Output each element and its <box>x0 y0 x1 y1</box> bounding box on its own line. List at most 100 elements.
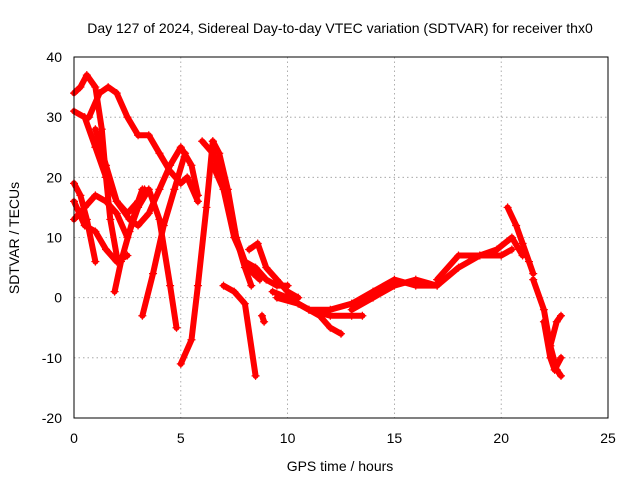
data-point <box>155 185 164 194</box>
data-point <box>492 245 501 254</box>
data-point <box>546 341 555 350</box>
data-point <box>240 299 249 308</box>
data-point <box>110 287 119 296</box>
data-point <box>166 281 175 290</box>
data-point <box>202 203 211 212</box>
series-arc-21 <box>433 233 527 284</box>
y-axis-title: SDTVAR / TECUs <box>6 182 22 294</box>
series-band <box>547 312 564 349</box>
data-point <box>187 161 196 170</box>
data-point <box>170 185 179 194</box>
data-point <box>106 215 115 224</box>
data-point <box>249 269 258 278</box>
series-arc-25 <box>546 311 566 350</box>
data-point <box>369 293 378 302</box>
data-point <box>144 209 153 218</box>
data-point <box>198 137 207 146</box>
data-point <box>123 113 132 122</box>
data-point <box>546 353 555 362</box>
data-point <box>272 293 281 302</box>
data-point <box>240 257 249 266</box>
series-band <box>220 282 259 379</box>
data-point <box>253 239 262 248</box>
data-point <box>172 323 181 332</box>
data-point <box>219 281 228 290</box>
data-point <box>497 251 506 260</box>
data-series <box>70 71 566 380</box>
chart-title: Day 127 of 2024, Sidereal Day-to-day VTE… <box>87 20 593 36</box>
data-point <box>326 323 335 332</box>
data-point <box>507 233 516 242</box>
data-point <box>193 191 202 200</box>
series-arc-10 <box>176 137 217 368</box>
data-point <box>230 287 239 296</box>
series-band <box>177 138 216 367</box>
data-point <box>102 245 111 254</box>
series-arc-8 <box>70 197 132 266</box>
data-point <box>552 317 561 326</box>
data-point <box>80 203 89 212</box>
data-point <box>134 221 143 230</box>
data-point <box>176 359 185 368</box>
data-point <box>91 83 100 92</box>
x-tick-label: 10 <box>280 430 296 446</box>
x-tick-label: 0 <box>70 430 78 446</box>
data-point <box>112 89 121 98</box>
data-point <box>557 371 566 380</box>
data-point <box>125 227 134 236</box>
data-point <box>518 239 527 248</box>
data-point <box>183 173 192 182</box>
data-point <box>503 203 512 212</box>
data-point <box>134 197 143 206</box>
data-point <box>208 161 217 170</box>
data-point <box>193 281 202 290</box>
data-point <box>104 83 113 92</box>
y-tick-label: 30 <box>46 109 62 125</box>
series-arc-15 <box>245 239 303 302</box>
series-band <box>348 246 515 313</box>
data-point <box>390 281 399 290</box>
data-point <box>326 305 335 314</box>
data-point <box>138 311 147 320</box>
plot-frame <box>73 56 609 419</box>
data-point <box>524 257 533 266</box>
data-point <box>80 221 89 230</box>
data-point <box>294 299 303 308</box>
data-point <box>219 185 228 194</box>
x-tick-label: 15 <box>387 430 403 446</box>
series-arc-24 <box>539 317 566 374</box>
data-point <box>176 143 185 152</box>
series-arc-14 <box>219 281 260 380</box>
data-point <box>144 131 153 140</box>
data-point <box>304 305 313 314</box>
series-band <box>71 72 120 259</box>
data-point <box>507 245 516 254</box>
y-tick-label: -10 <box>42 350 62 366</box>
data-point <box>268 287 277 296</box>
data-point <box>454 263 463 272</box>
x-axis-title: GPS time / hours <box>287 458 394 474</box>
data-point <box>149 269 158 278</box>
x-tick-label: 25 <box>600 430 616 446</box>
data-point <box>230 233 239 242</box>
series-arc-20 <box>347 245 516 314</box>
data-point <box>454 251 463 260</box>
data-point <box>260 317 269 326</box>
data-point <box>433 275 442 284</box>
data-point <box>475 251 484 260</box>
data-point <box>123 251 132 260</box>
data-point <box>187 335 196 344</box>
data-point <box>512 221 521 230</box>
data-point <box>91 227 100 236</box>
data-point <box>159 221 168 230</box>
y-tick-label: 0 <box>54 290 62 306</box>
data-point <box>337 329 345 338</box>
x-tick-labels: 0 5 10 15 20 25 <box>70 430 616 446</box>
data-point <box>112 257 121 266</box>
y-tick-label: 40 <box>46 49 62 65</box>
data-point <box>529 275 538 284</box>
y-tick-label: -20 <box>42 410 62 426</box>
data-point <box>262 275 271 284</box>
y-tick-labels: -20 -10 0 10 20 30 40 <box>42 49 62 426</box>
